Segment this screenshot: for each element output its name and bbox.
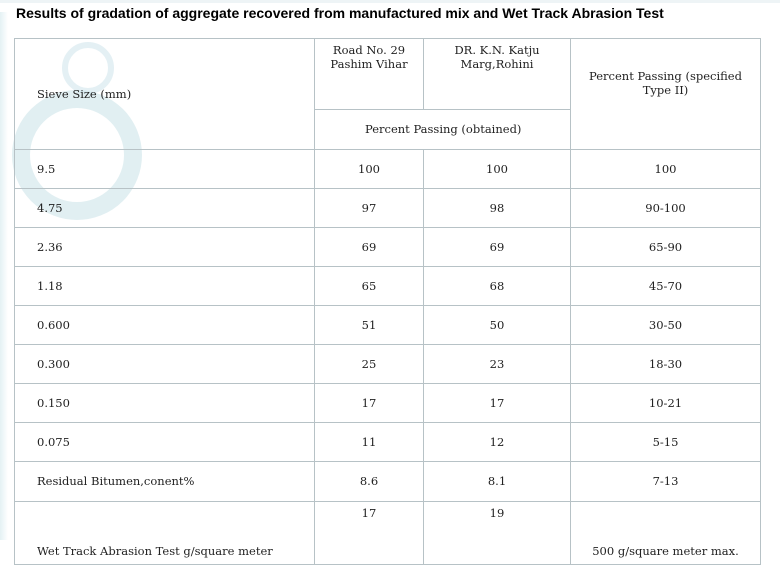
table-row: 2.36 69 69 65-90 xyxy=(14,227,761,267)
left-edge-decoration xyxy=(0,12,8,540)
site1-cell: 65 xyxy=(314,266,424,306)
table-row: 0.600 51 50 30-50 xyxy=(14,305,761,345)
header-specified: Percent Passing (specified Type II) xyxy=(570,38,761,150)
site1-cell: 17 xyxy=(314,501,424,565)
spec-cell: 7-13 xyxy=(570,461,761,502)
table-row: 0.075 11 12 5-15 xyxy=(14,422,761,462)
top-stripe-decoration xyxy=(0,0,780,3)
site1-cell: 11 xyxy=(314,422,424,462)
sieve-cell: 0.300 xyxy=(14,344,315,384)
site2-cell: 12 xyxy=(423,422,571,462)
bitumen-row: Residual Bitumen,conent% 8.6 8.1 7-13 xyxy=(14,461,761,502)
table-row: 4.75 97 98 90-100 xyxy=(14,188,761,228)
site2-cell: 98 xyxy=(423,188,571,228)
site2-cell: 19 xyxy=(423,501,571,565)
abrasion-row: Wet Track Abrasion Test g/square meter 1… xyxy=(14,501,761,565)
page-title: Results of gradation of aggregate recove… xyxy=(16,5,664,21)
spec-cell: 5-15 xyxy=(570,422,761,462)
header-sieve-size: Sieve Size (mm) xyxy=(14,38,315,150)
table-row: 1.18 65 68 45-70 xyxy=(14,266,761,306)
sieve-cell: 0.075 xyxy=(14,422,315,462)
gradation-table: Sieve Size (mm) Road No. 29 Pashim Vihar… xyxy=(14,38,761,565)
header-site1: Road No. 29 Pashim Vihar xyxy=(314,38,424,110)
site1-cell: 97 xyxy=(314,188,424,228)
bitumen-label: Residual Bitumen,conent% xyxy=(14,461,315,502)
sieve-cell: 4.75 xyxy=(14,188,315,228)
table-row: 9.5 100 100 100 xyxy=(14,149,761,189)
sieve-cell: 1.18 xyxy=(14,266,315,306)
site1-cell: 100 xyxy=(314,149,424,189)
header-site2: DR. K.N. Katju Marg,Rohini xyxy=(423,38,571,110)
header-obtained: Percent Passing (obtained) xyxy=(314,109,571,150)
site2-cell: 17 xyxy=(423,383,571,423)
site1-cell: 25 xyxy=(314,344,424,384)
spec-cell: 65-90 xyxy=(570,227,761,267)
site1-cell: 69 xyxy=(314,227,424,267)
spec-cell: 45-70 xyxy=(570,266,761,306)
table-row: 0.150 17 17 10-21 xyxy=(14,383,761,423)
abrasion-label: Wet Track Abrasion Test g/square meter xyxy=(14,501,315,565)
spec-cell: 100 xyxy=(570,149,761,189)
sieve-cell: 9.5 xyxy=(14,149,315,189)
table-row: 0.300 25 23 18-30 xyxy=(14,344,761,384)
site2-cell: 8.1 xyxy=(423,461,571,502)
sieve-cell: 0.150 xyxy=(14,383,315,423)
spec-cell: 30-50 xyxy=(570,305,761,345)
site2-cell: 50 xyxy=(423,305,571,345)
site2-cell: 23 xyxy=(423,344,571,384)
sieve-cell: 0.600 xyxy=(14,305,315,345)
subheader-row: Percent Passing (obtained) xyxy=(15,109,761,150)
spec-cell: 90-100 xyxy=(570,188,761,228)
site2-cell: 68 xyxy=(423,266,571,306)
site1-cell: 51 xyxy=(314,305,424,345)
header-row: Sieve Size (mm) Road No. 29 Pashim Vihar… xyxy=(14,38,761,150)
site2-cell: 100 xyxy=(423,149,571,189)
site2-cell: 69 xyxy=(423,227,571,267)
site1-cell: 17 xyxy=(314,383,424,423)
spec-cell: 500 g/square meter max. xyxy=(570,501,761,565)
site1-cell: 8.6 xyxy=(314,461,424,502)
spec-cell: 10-21 xyxy=(570,383,761,423)
spec-cell: 18-30 xyxy=(570,344,761,384)
sieve-cell: 2.36 xyxy=(14,227,315,267)
